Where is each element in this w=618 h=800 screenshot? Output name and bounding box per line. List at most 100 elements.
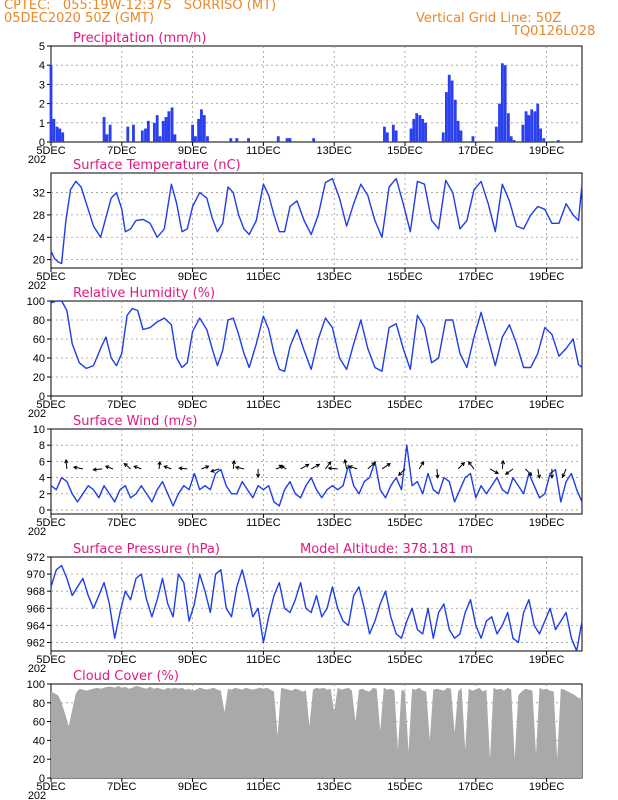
x-tick-label: 7DEC [107,654,136,666]
wind-arrow [178,466,188,471]
precip-bar [108,124,112,142]
y-tick-label: 80 [33,315,45,327]
precip-bar [530,109,534,142]
x-tick-label: 11DEC [246,145,281,157]
wind-arrow [278,464,287,470]
x-tick-label: 9DEC [178,781,207,793]
y-tick-label: 5 [39,41,45,53]
precip-bar [533,111,537,142]
precip-bar [441,132,445,142]
x-tick-label: 7DEC [107,517,136,529]
wind-arrow [163,465,172,470]
precip-bar [158,136,162,142]
x-tick-label: 5DEC [36,399,65,411]
x-year-label: 202 [28,154,46,166]
wind-arrow [549,468,555,479]
panel-2: 20 24 28 32 5DEC 7DEC 9DEC 11DEC 13DEC 15DEC 17DEC… [28,158,583,292]
precip-bar [521,124,525,142]
y-tick-label: 28 [33,210,45,222]
y-tick-label: 2 [39,99,45,111]
wind-arrow [231,459,236,469]
x-tick-label: 17DEC [458,654,494,666]
panel-subtitle: Model Altitude: 378.181 m [300,542,473,557]
wind-arrow [504,468,514,475]
x-tick-label: 17DEC [458,145,494,157]
precip-bar [509,136,513,142]
x-tick-label: 15DEC [387,654,423,666]
precip-bar [102,117,106,142]
precip-bar [247,138,250,142]
precip-bar [191,124,195,142]
precip-bar [542,138,546,142]
series-line [50,300,583,372]
wind-arrow [210,468,220,473]
precip-bar [146,120,150,142]
precip-bar [206,136,209,142]
precip-bar [453,99,457,142]
precip-bar [498,103,501,142]
x-tick-label: 11DEC [246,654,281,666]
panel-frame [50,300,583,397]
x-tick-label: 13DEC [316,145,352,157]
wind-arrow [467,460,475,470]
wind-arrow [536,468,542,479]
precip-bar [61,132,65,142]
panel-frame [50,172,583,269]
precip-bar [173,134,177,142]
wind-arrow [327,466,338,471]
panel-title: Surface Pressure (hPa) [73,542,220,557]
precip-bar [235,138,239,142]
wind-arrow [397,468,406,477]
y-tick-label: 32 [33,188,45,200]
precip-bar [288,138,292,142]
precip-bar [126,126,130,142]
x-tick-label: 13DEC [316,399,352,411]
x-tick-label: 19DEC [529,517,565,529]
x-tick-label: 11DEC [246,781,281,793]
panel-title: Precipitation (mm/h) [73,31,206,46]
precip-bar [415,113,419,142]
precip-bar [445,92,448,142]
y-tick-label: 968 [27,586,45,598]
x-tick-label: 13DEC [316,781,352,793]
y-tick-label: 972 [27,552,45,564]
x-tick-label: 5DEC [36,145,65,157]
x-tick-label: 15DEC [387,399,423,411]
wind-arrow [381,463,391,470]
precip-bar [170,107,174,142]
panel-title: Surface Temperature (nC) [73,158,241,173]
wind-arrow [367,461,376,470]
header-station: CPTEC: 055:19W-12:37S SORRISO (MT) [4,0,277,13]
panel-3: 0 20 40 60 80 100 5DEC 7DEC 9DEC 11DEC 13DEC 15DEC 1… [27,286,583,420]
precip-bar [450,80,454,142]
precip-bar [524,111,528,142]
precip-bar [385,132,389,142]
x-tick-label: 17DEC [458,781,494,793]
x-tick-label: 7DEC [107,271,136,283]
precip-bar [132,124,135,142]
y-tick-label: 0 [39,137,45,149]
precip-bar [200,109,203,142]
wind-arrow [489,468,500,474]
x-tick-label: 5DEC [36,517,65,529]
y-tick-label: 962 [27,637,45,649]
y-tick-label: 964 [27,620,45,632]
precip-bar [447,74,451,142]
wind-arrow [300,463,310,470]
x-tick-label: 9DEC [178,271,207,283]
precip-bar [194,136,197,142]
x-tick-label: 11DEC [246,517,281,529]
wind-arrow [255,468,261,479]
precip-bar [512,140,516,142]
x-tick-label: 7DEC [107,781,136,793]
precip-bar [164,117,168,142]
y-tick-label: 10 [33,424,45,436]
panel-title: Cloud Cover (%) [73,669,179,684]
precip-bar [167,111,171,142]
precip-bar [312,138,316,142]
precip-bar [418,115,422,142]
panel-6: 0 20 40 60 80 100 5DEC 7DEC 9DEC 11DEC 13DEC 15DEC 1… [27,669,583,800]
x-tick-label: 17DEC [458,517,494,529]
wind-arrow [234,465,245,470]
